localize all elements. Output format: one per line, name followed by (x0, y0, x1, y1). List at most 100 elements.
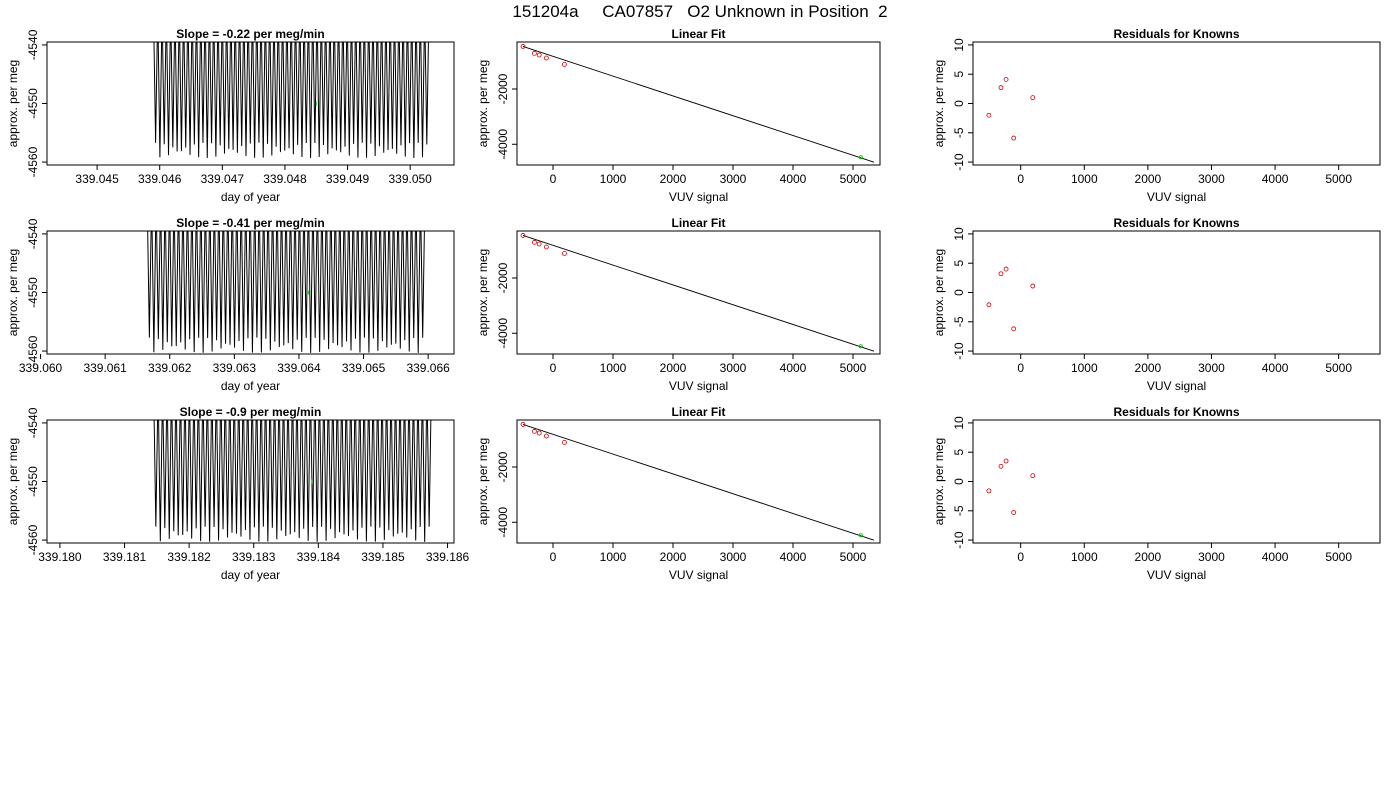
x-tick-label: 3000 (720, 550, 747, 564)
x-tick-label: 1000 (600, 361, 627, 375)
x-tick-label: 4000 (1262, 172, 1289, 186)
x-tick-label: 0 (550, 361, 557, 375)
x-tick-label: 2000 (1135, 550, 1162, 564)
known-point (532, 428, 537, 434)
y-tick-label: -4540 (26, 29, 40, 60)
known-point (520, 44, 526, 49)
plot-frame (972, 419, 1381, 544)
fit-line (522, 423, 875, 541)
unknown-point (858, 155, 863, 160)
page-title: 151204a CA07857 O2 Unknown in Position 2 (512, 2, 888, 21)
x-tick-label: 339.045 (75, 172, 119, 186)
known-point (520, 233, 526, 238)
panel-timeseries-0: Slope = -0.22 per meg/min 339.045 339.046 3… (6, 27, 455, 204)
plot-frame (972, 230, 1381, 355)
x-tick-label: 339.065 (342, 361, 386, 375)
x-axis-label: day of year (221, 190, 280, 204)
x-tick-label: 5000 (1325, 550, 1352, 564)
residual-point (1003, 77, 1009, 82)
x-tick-label: 339.181 (103, 550, 147, 564)
panel-residuals-1: Residuals for Knowns 0 1000 2000 3000 4000 500… (932, 216, 1381, 393)
y-axis-label: approx. per meg (476, 60, 490, 147)
panel-title: Linear Fit (671, 405, 725, 419)
x-tick-label: 2000 (660, 361, 687, 375)
panel-residuals-0: Residuals for Knowns 0 1000 2000 3000 4000 500… (932, 27, 1381, 204)
y-axis-label: approx. per meg (476, 249, 490, 336)
x-tick-label: 5000 (840, 172, 867, 186)
x-tick-label: 2000 (1135, 361, 1162, 375)
y-tick-label: -5 (952, 505, 966, 516)
y-tick-label: -10 (952, 342, 966, 360)
x-tick-label: 339.185 (361, 550, 405, 564)
panel-timeseries-2: Slope = -0.9 per meg/min 339.180 339.181 33… (6, 405, 470, 582)
residual-point (1030, 473, 1036, 479)
plot-data (520, 422, 875, 541)
y-axis-label: approx. per meg (932, 249, 946, 336)
plot-frame (516, 230, 881, 355)
y-axis-label: approx. per meg (6, 60, 20, 147)
y-tick-label: -4000 (496, 507, 510, 538)
y-tick-label: -2000 (496, 262, 510, 293)
known-point (562, 439, 567, 445)
trace-line (153, 42, 429, 158)
plot-data (520, 233, 875, 352)
fit-line (522, 45, 875, 163)
x-tick-label: 339.046 (138, 172, 182, 186)
x-tick-label: 339.050 (388, 172, 432, 186)
plot-frame (972, 41, 1381, 166)
known-point (544, 244, 549, 250)
residual-point (1003, 458, 1009, 464)
residual-point (986, 302, 992, 308)
x-tick-label: 2000 (660, 172, 687, 186)
panel-title: Residuals for Knowns (1113, 216, 1239, 230)
panel-linear_fit-2: Linear Fit 0 1000 2000 3000 4000 5000 -2000 -400… (476, 405, 881, 582)
x-tick-label: 339.049 (326, 172, 370, 186)
unknown-point (858, 533, 863, 538)
x-tick-label: 339.180 (38, 550, 82, 564)
y-tick-label: -4560 (26, 335, 40, 366)
panel-title: Slope = -0.22 per meg/min (176, 27, 324, 41)
y-tick-label: -2000 (496, 73, 510, 104)
x-tick-label: 2000 (1135, 172, 1162, 186)
x-tick-label: 0 (1017, 172, 1024, 186)
x-tick-label: 339.184 (297, 550, 341, 564)
y-tick-label: 5 (952, 449, 966, 456)
fit-line (522, 234, 875, 352)
plot-data (153, 420, 432, 542)
panel-title: Linear Fit (671, 27, 725, 41)
residual-point (1011, 510, 1017, 515)
plot-data (153, 42, 429, 158)
known-point (536, 52, 542, 58)
panel-title: Slope = -0.41 per meg/min (176, 216, 324, 230)
x-axis-label: VUV signal (1147, 379, 1206, 393)
y-tick-label: -4550 (26, 466, 40, 497)
x-tick-label: 339.186 (426, 550, 470, 564)
x-tick-label: 4000 (780, 172, 807, 186)
x-tick-label: 339.047 (201, 172, 245, 186)
x-tick-label: 339.066 (406, 361, 450, 375)
x-axis-label: day of year (221, 379, 280, 393)
plot-frame (516, 41, 881, 166)
x-axis-label: day of year (221, 568, 280, 582)
trace-line (153, 420, 432, 542)
y-tick-label: 10 (952, 416, 966, 430)
x-axis-label: VUV signal (669, 568, 728, 582)
x-tick-label: 339.182 (167, 550, 211, 564)
x-tick-label: 339.183 (232, 550, 276, 564)
x-tick-label: 4000 (1262, 550, 1289, 564)
residual-point (998, 463, 1004, 469)
x-tick-label: 3000 (720, 361, 747, 375)
residual-point (1011, 135, 1017, 141)
y-tick-label: 10 (952, 227, 966, 241)
y-tick-label: -4550 (26, 88, 40, 119)
y-tick-label: -4000 (496, 318, 510, 349)
x-tick-label: 0 (550, 550, 557, 564)
x-tick-label: 0 (1017, 550, 1024, 564)
y-tick-label: 5 (952, 260, 966, 267)
x-tick-label: 3000 (1198, 172, 1225, 186)
x-tick-label: 1000 (1071, 361, 1098, 375)
residual-point (998, 271, 1004, 277)
known-point (562, 250, 567, 256)
y-axis-label: approx. per meg (6, 438, 20, 525)
